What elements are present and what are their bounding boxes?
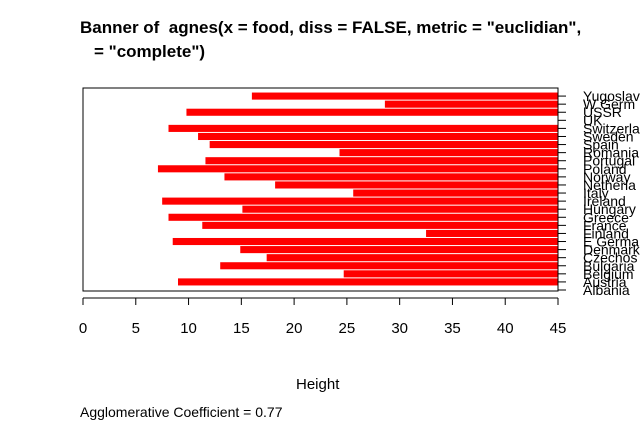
country-label: Czechos	[583, 250, 637, 266]
x-tick-label: 25	[339, 320, 356, 337]
banner-bar-3	[220, 262, 558, 270]
banner-bar-17	[339, 149, 558, 157]
agglomerative-coefficient-label: Agglomerative Coefficient =	[80, 404, 256, 420]
banner-bar-9	[168, 213, 558, 221]
x-axis-label: Height	[296, 376, 340, 393]
country-label: Spain	[583, 137, 619, 153]
country-label: Sweden	[583, 128, 634, 144]
banner-bar-24	[251, 92, 558, 100]
banner-bar-6	[172, 237, 558, 246]
x-tick-label: 30	[391, 320, 408, 337]
country-label: Romania	[583, 145, 639, 161]
x-tick-label: 40	[497, 320, 514, 337]
banner-bar-13	[275, 181, 558, 189]
chart-title-line-2: = "complete")	[94, 42, 206, 61]
country-labels: AlbaniaAustriaBelgiumBulgariaCzechosDenm…	[558, 88, 641, 298]
bars-layer	[157, 92, 559, 286]
country-label: UK	[583, 112, 603, 128]
x-tick-label: 5	[132, 320, 140, 337]
banner-bar-23	[384, 100, 558, 108]
country-label: Portugal	[583, 153, 635, 169]
country-label: Austria	[583, 274, 627, 290]
x-tick-label: 10	[180, 320, 197, 337]
country-label: Greece	[583, 209, 629, 225]
country-label: Finland	[583, 225, 629, 241]
country-label: USSR	[583, 104, 622, 120]
banner-bar-5	[240, 246, 558, 254]
banner-bar-2	[343, 270, 558, 278]
country-label: Albania	[583, 282, 630, 298]
country-label: Netherla	[583, 177, 636, 193]
banner-bar-14	[224, 173, 558, 181]
x-tick-label: 35	[444, 320, 461, 337]
country-label: W Germ	[583, 96, 635, 112]
country-label: Norway	[583, 169, 630, 185]
country-label: France	[583, 217, 627, 233]
banner-bar-11	[162, 197, 558, 205]
agglomerative-coefficient: Agglomerative Coefficient = 0.77	[80, 404, 282, 420]
x-tick-label: 0	[79, 320, 87, 337]
x-tick-label: 15	[233, 320, 250, 337]
banner-bar-4	[266, 254, 558, 262]
x-axis: 0 5 10 15 20 25 30 35 40 45	[79, 297, 567, 337]
x-tick-label: 20	[286, 320, 303, 337]
country-label: Italy	[583, 185, 609, 201]
banner-bar-19	[198, 132, 559, 141]
banner-bar-20	[168, 124, 558, 132]
agglomerative-coefficient-value: 0.77	[255, 404, 283, 420]
banner-bar-16	[205, 157, 558, 165]
plot-frame	[82, 87, 559, 292]
country-label: Hungary	[583, 201, 636, 217]
banner-bar-8	[202, 221, 558, 229]
country-label: Ireland	[583, 193, 626, 209]
chart-title-line-1: Banner of agnes(x = food, diss = FALSE, …	[80, 18, 582, 37]
banner-bar-12	[353, 189, 558, 197]
banner-bar-22	[186, 108, 558, 116]
x-tick-label: 45	[550, 320, 567, 337]
country-label: Poland	[583, 161, 627, 177]
banner-bar-10	[242, 205, 558, 213]
banner-bar-1	[178, 278, 558, 286]
banner-bar-7	[426, 229, 558, 237]
country-label: Belgium	[583, 266, 634, 282]
country-label: E Germa	[583, 234, 639, 250]
country-label: Denmark	[583, 242, 641, 258]
country-label: Bulgaria	[583, 258, 635, 274]
country-label: Switzerla	[583, 120, 640, 136]
country-label: Yugoslav	[583, 88, 640, 104]
banner-bar-18	[209, 141, 558, 149]
banner-bar-15	[157, 165, 558, 173]
